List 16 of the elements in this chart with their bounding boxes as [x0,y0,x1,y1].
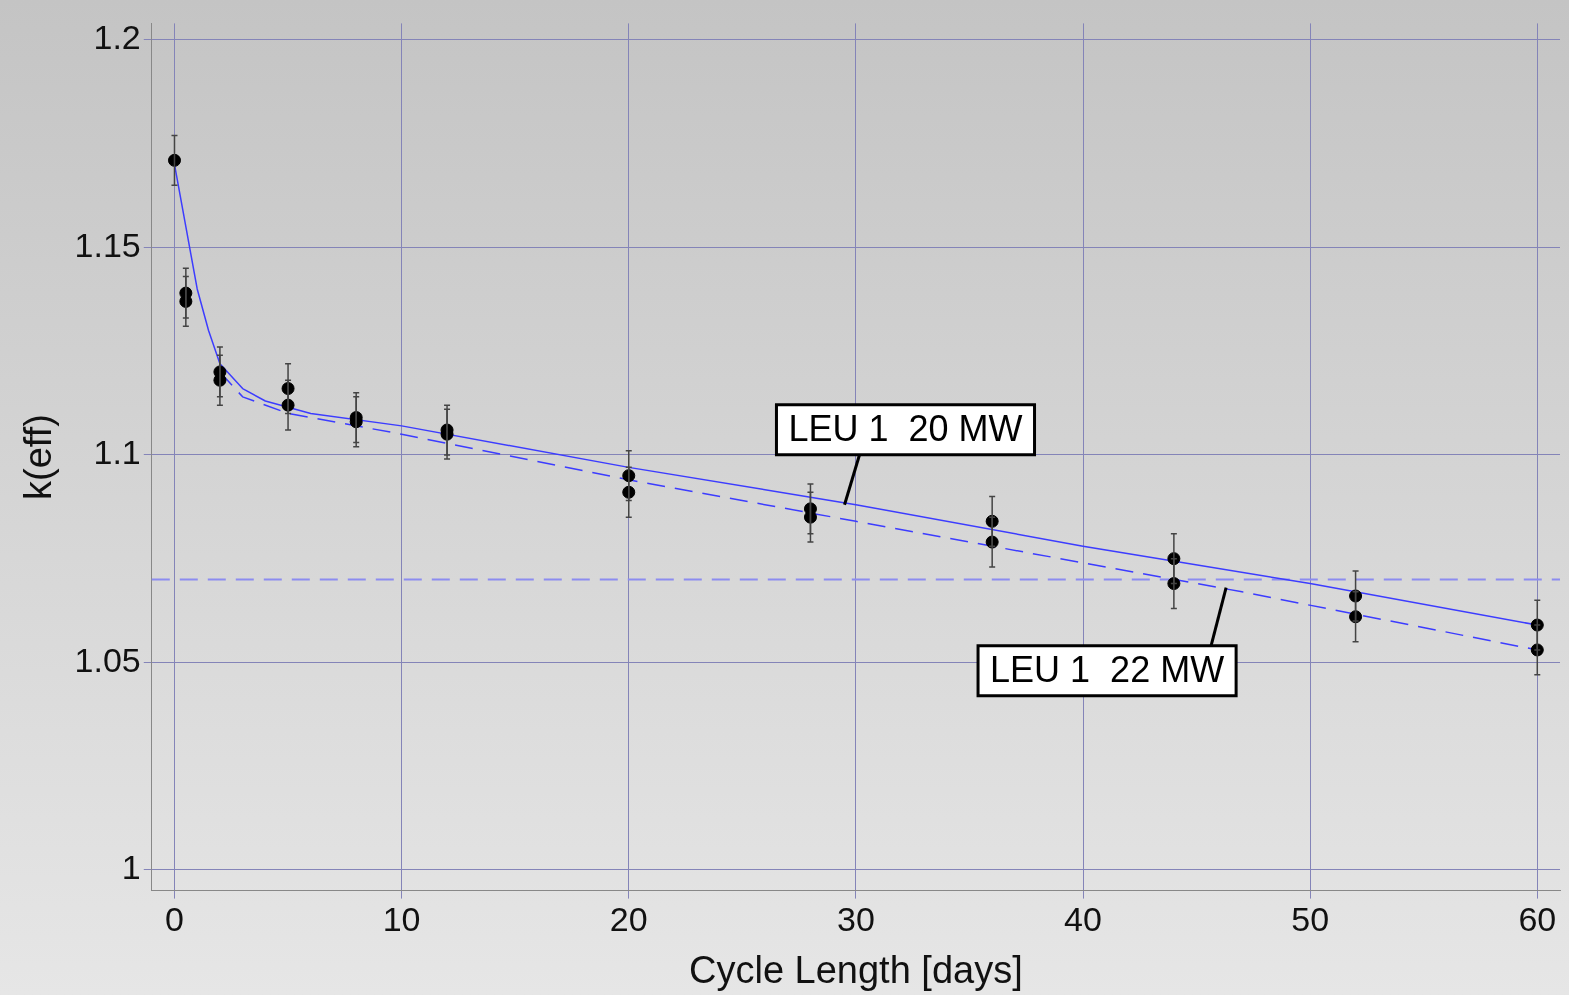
y-tick-label: 1 [121,848,141,887]
x-axis-title: Cycle Length [days] [689,948,1023,991]
y-tick-label: 1.15 [74,225,141,264]
x-tick-label: 50 [1291,900,1330,939]
annotation: LEU 1 20 MW [788,407,1023,449]
x-tick-label: 30 [836,900,875,939]
x-tick-label: 10 [382,900,421,939]
annotation: LEU 1 22 MW [990,648,1225,690]
y-tick-label: 1.05 [74,640,141,679]
x-tick-label: 0 [165,900,184,939]
x-tick-label: 20 [609,900,648,939]
y-tick-label: 1.2 [93,18,141,57]
x-tick-label: 60 [1518,900,1557,939]
x-tick-label: 40 [1064,900,1102,939]
y-axis-title: k(eff) [17,414,60,500]
y-tick-label: 1.1 [93,433,141,472]
